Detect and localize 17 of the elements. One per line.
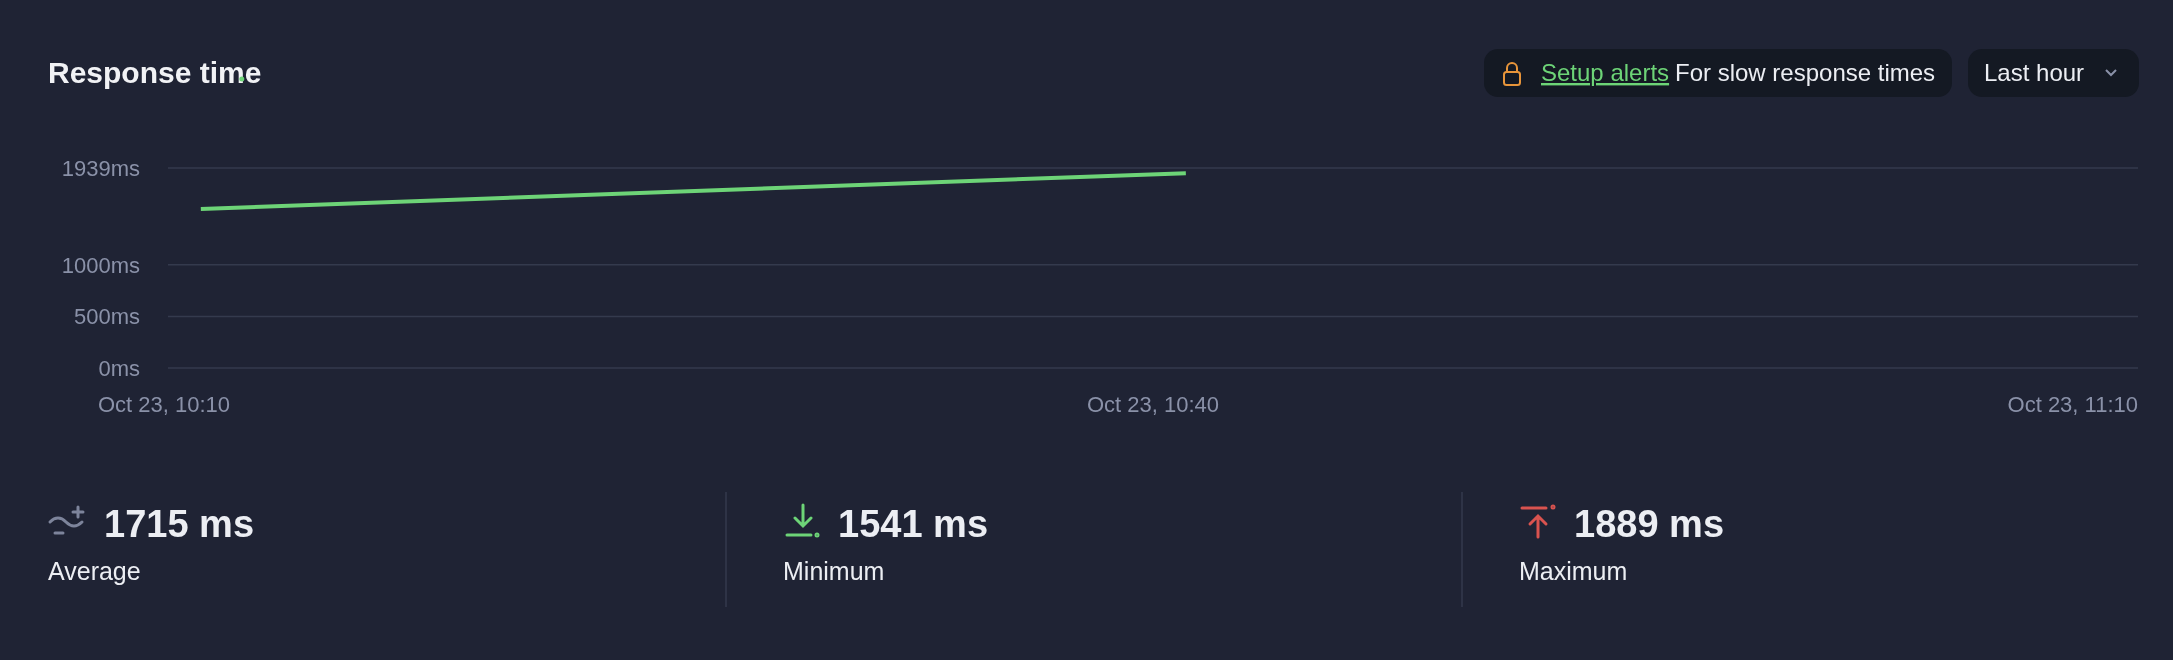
x-tick-label: Oct 23, 10:10 <box>98 392 231 417</box>
y-tick-label: 0ms <box>98 355 140 381</box>
text: Average <box>48 557 141 585</box>
y-tick-label: 500ms <box>73 304 140 330</box>
y-tick-label: 1000ms <box>61 252 140 278</box>
text: Minimum <box>783 557 885 585</box>
y-tick-label: 1939ms <box>61 155 140 181</box>
text: Maximum <box>1519 557 1628 585</box>
text: 1715 ms <box>104 503 255 545</box>
text: Last hour <box>1984 59 2085 86</box>
text: 1889 ms <box>1574 503 1725 545</box>
chart-title: Response time <box>48 56 262 89</box>
text: 1541 ms <box>838 503 989 545</box>
text: For slow response times <box>1675 59 1936 86</box>
x-tick-label: Oct 23, 10:40 <box>1086 392 1220 417</box>
x-tick-label: Oct 23, 11:10 <box>2007 392 2138 417</box>
text: Setup alerts <box>1541 59 1670 86</box>
